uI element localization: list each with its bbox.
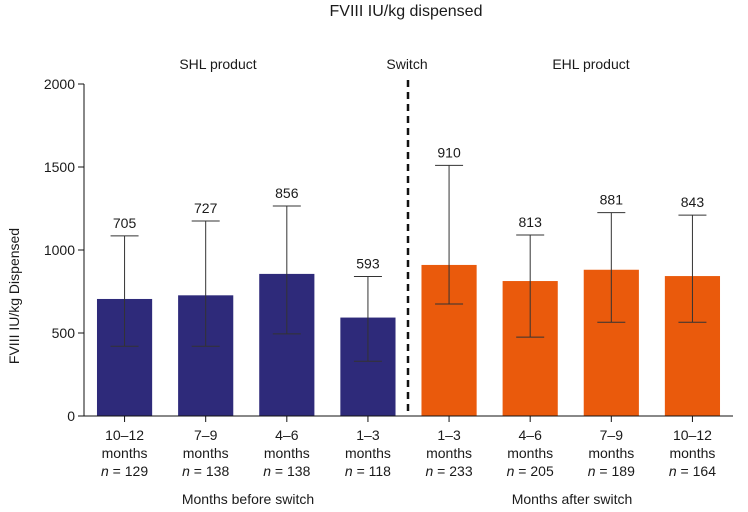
x-tick-period: 7–9 — [194, 427, 218, 443]
chart-title: FVIII IU/kg dispensed — [330, 3, 483, 20]
group-label-ehl: EHL product — [552, 56, 629, 72]
data-label: 727 — [194, 200, 218, 216]
x-tick-unit: months — [345, 445, 391, 461]
x-label-before: Months before switch — [182, 491, 314, 507]
x-tick-unit: months — [102, 445, 148, 461]
x-tick-period: 1–3 — [356, 427, 380, 443]
x-tick-labels: 10–12 months n = 129 7–9 months n = 138 4–6 mon… — [101, 416, 716, 479]
y-axis-label: FVIII IU/kg Dispensed — [6, 228, 22, 364]
data-label: 843 — [681, 194, 705, 210]
x-tick-unit: months — [264, 445, 310, 461]
x-tick-n: n = 233 — [426, 463, 473, 479]
x-tick-n: n = 164 — [669, 463, 716, 479]
y-ticks: 0 500 1000 1500 2000 — [44, 76, 84, 424]
group-label-switch: Switch — [386, 56, 427, 72]
x-tick-period: 10–12 — [105, 427, 144, 443]
y-tick-label: 500 — [52, 325, 76, 341]
group-label-shl: SHL product — [179, 56, 256, 72]
x-tick-unit: months — [426, 445, 472, 461]
x-tick-n: n = 138 — [182, 463, 229, 479]
data-label: 881 — [600, 192, 624, 208]
data-label: 856 — [275, 185, 299, 201]
x-tick-period: 7–9 — [600, 427, 624, 443]
x-tick-n: n = 189 — [588, 463, 635, 479]
data-label: 813 — [519, 214, 543, 230]
x-tick-period: 4–6 — [275, 427, 299, 443]
data-label: 910 — [437, 144, 461, 160]
y-tick-label: 2000 — [44, 76, 75, 92]
y-tick-label: 0 — [67, 408, 75, 424]
x-tick-n: n = 138 — [263, 463, 310, 479]
x-label-after: Months after switch — [512, 491, 633, 507]
x-tick-period: 1–3 — [437, 427, 461, 443]
x-tick-period: 4–6 — [519, 427, 543, 443]
y-tick-label: 1500 — [44, 159, 75, 175]
x-tick-n: n = 205 — [507, 463, 554, 479]
chart-marks: 705 727 856 593 910 813 881 843 — [96, 144, 721, 416]
x-tick-unit: months — [588, 445, 634, 461]
x-tick-n: n = 129 — [101, 463, 148, 479]
x-tick-unit: months — [669, 445, 715, 461]
data-label: 593 — [356, 256, 380, 272]
data-label: 705 — [113, 215, 137, 231]
x-tick-unit: months — [183, 445, 229, 461]
x-tick-n: n = 118 — [345, 463, 391, 479]
x-tick-period: 10–12 — [673, 427, 712, 443]
x-tick-unit: months — [507, 445, 553, 461]
y-tick-label: 1000 — [44, 242, 75, 258]
